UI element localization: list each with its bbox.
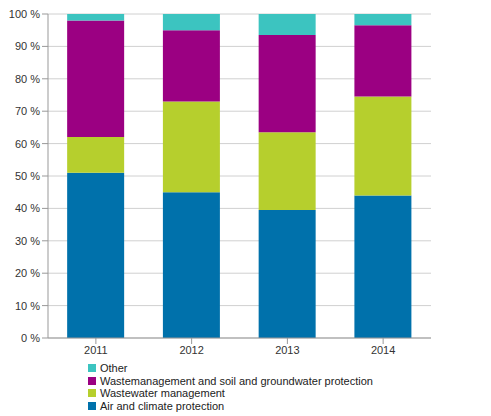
svg-text:50 %: 50 %	[15, 170, 40, 182]
html-text:Wastewater management: Wastewater management	[100, 387, 225, 399]
html-text:Other: Other	[100, 362, 128, 374]
svg-text:30 %: 30 %	[15, 235, 40, 247]
svg-text:90 %: 90 %	[15, 40, 40, 52]
svg-text:2012: 2012	[179, 344, 203, 356]
svg-text:2013: 2013	[275, 344, 299, 356]
svg-text:2011: 2011	[84, 344, 108, 356]
svg-text:0 %: 0 %	[21, 332, 40, 344]
html-text:Wastemanagement and soil and g: Wastemanagement and soil and groundwater…	[100, 374, 373, 387]
svg-text:70 %: 70 %	[15, 105, 40, 117]
svg-text:60 %: 60 %	[15, 138, 40, 150]
svg-text:2014: 2014	[371, 344, 395, 356]
svg-text:100 %: 100 %	[9, 8, 40, 20]
html-text:Air and climate protection: Air and climate protection	[100, 399, 225, 412]
svg-text:10 %: 10 %	[15, 300, 40, 312]
svg-text:20 %: 20 %	[15, 267, 40, 279]
svg-text:40 %: 40 %	[15, 202, 40, 214]
svg-text:80 %: 80 %	[15, 73, 40, 85]
